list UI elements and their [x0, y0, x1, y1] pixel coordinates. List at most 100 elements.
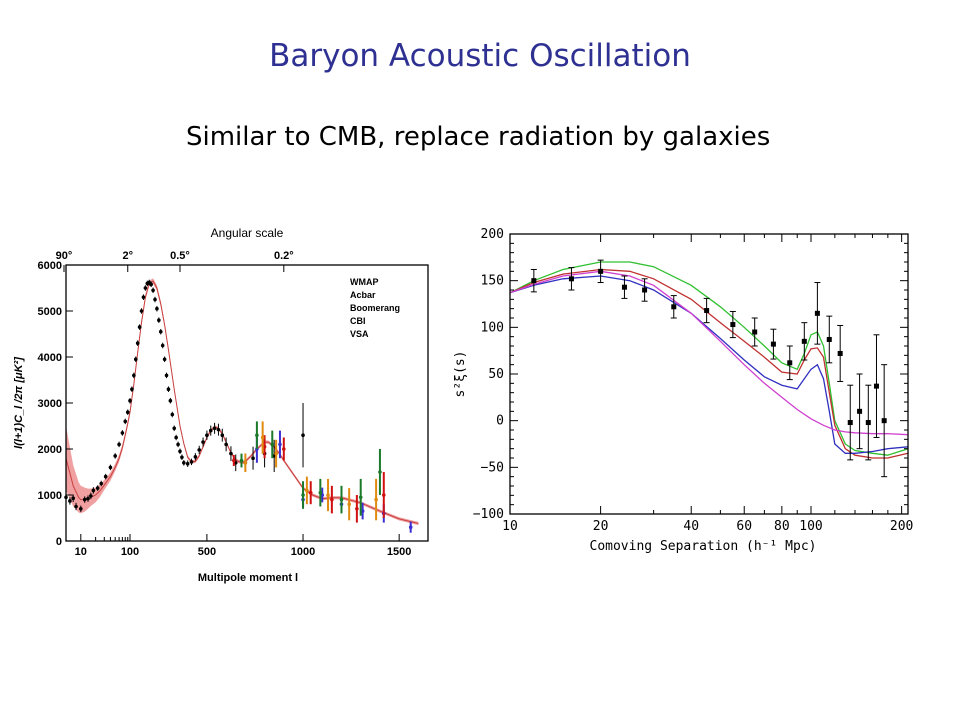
cmb-data-point — [137, 325, 142, 329]
cmb-data-point — [239, 458, 244, 463]
cmb-data-point — [360, 509, 365, 513]
cmb-data-point — [251, 456, 255, 460]
cmb-legend-entry: Boomerang — [350, 303, 400, 313]
bao-x-tick-label: 20 — [593, 519, 609, 534]
cmb-top-tick-label: 2° — [122, 250, 133, 262]
cmb-data-point — [143, 286, 148, 290]
cmb-axis-ticks: 10 100 500 1000 1500 0 1000 2000 3000 4000 5000 600… — [38, 250, 412, 558]
cmb-data-point — [330, 497, 334, 502]
cmb-data-point — [162, 357, 167, 362]
cmb-data-point — [153, 297, 157, 302]
bao-data-point — [730, 322, 736, 328]
cmb-data-point — [123, 419, 128, 424]
bao-x-tick-label: 200 — [890, 519, 913, 534]
cmb-data-point — [358, 495, 363, 500]
bao-model-curve — [509, 261, 909, 456]
bao-plot-frame — [509, 233, 909, 515]
bao-data-point — [704, 308, 710, 314]
cmb-data-point — [278, 442, 282, 447]
cmb-data-point — [130, 387, 134, 391]
cmb-data-point — [117, 442, 121, 447]
bao-axis-ticks: 10 20 40 60 80 100 200 −100 −50 0 50 100 150 200 — [473, 227, 914, 534]
cmb-data-point — [185, 461, 190, 466]
cmb-x-tick-label: 1000 — [291, 546, 315, 558]
bao-model-curve — [509, 268, 909, 459]
cmb-data-point — [133, 357, 138, 362]
cmb-data-point — [243, 461, 248, 465]
cmb-data-point — [108, 465, 113, 470]
cmb-data-point — [260, 435, 265, 440]
cmb-data-point — [408, 525, 413, 529]
cmb-data-point — [128, 398, 132, 403]
cmb-model-band-area — [66, 278, 419, 526]
cmb-power-spectrum-chart: 10 100 500 1000 1500 0 1000 2000 3000 4000 5000 600… — [13, 226, 429, 584]
cmb-data-point — [182, 461, 186, 465]
bao-y-tick-label: −100 — [473, 507, 504, 522]
cmb-y-tick-label: 0 — [56, 536, 62, 548]
cmb-y-tick-label: 4000 — [38, 352, 62, 364]
cmb-data-points — [64, 279, 413, 533]
bao-data-point — [801, 338, 807, 344]
cmb-data-point — [103, 474, 108, 479]
bao-y-tick-label: 50 — [488, 367, 504, 382]
bao-data-point — [847, 420, 853, 426]
cmb-data-point — [125, 410, 130, 414]
cmb-data-point — [79, 507, 83, 511]
cmb-legend-entry: Acbar — [350, 290, 376, 300]
cmb-data-point — [355, 507, 359, 511]
bao-model-curve — [509, 270, 909, 436]
cmb-data-point — [155, 306, 159, 311]
cmb-data-point — [160, 343, 165, 348]
bao-data-point — [598, 268, 604, 274]
cmb-legend-entry: WMAP — [350, 277, 379, 287]
cmb-data-point — [262, 444, 267, 449]
cmb-x-axis-label: Multipole moment l — [198, 572, 298, 584]
bao-data-point — [814, 310, 820, 316]
cmb-x-tick-label: 500 — [198, 546, 216, 558]
cmb-data-point — [224, 442, 228, 447]
bao-x-tick-label: 10 — [502, 519, 518, 534]
cmb-data-point — [318, 490, 323, 495]
cmb-data-point — [270, 442, 275, 447]
bao-model-lines — [509, 261, 909, 459]
cmb-data-point — [174, 435, 178, 440]
bao-x-tick-label: 40 — [683, 519, 699, 534]
cmb-data-point — [282, 447, 286, 451]
cmb-top-tick-label: 0.2° — [274, 250, 294, 262]
cmb-data-point — [301, 433, 305, 437]
cmb-data-point — [305, 488, 309, 493]
bao-data-points — [530, 259, 888, 478]
cmb-data-point — [74, 504, 78, 509]
bao-data-point — [857, 408, 863, 414]
bao-data-point — [826, 336, 832, 342]
bao-data-point — [531, 278, 537, 284]
cmb-data-point — [308, 490, 313, 495]
cmb-data-point — [232, 458, 236, 463]
bao-correlation-chart: 10 20 40 60 80 100 200 −100 −50 0 50 100 150 200 Como… — [453, 227, 914, 554]
cmb-data-point — [193, 455, 198, 459]
cmb-data-point — [99, 481, 104, 486]
cmb-top-tick-label: 0.5° — [170, 250, 190, 262]
bao-y-tick-label: 0 — [496, 414, 504, 429]
cmb-data-point — [151, 288, 155, 293]
cmb-data-point — [157, 318, 161, 322]
cmb-data-point — [274, 451, 278, 456]
cmb-data-point — [208, 428, 213, 433]
bao-x-tick-label: 100 — [799, 519, 822, 534]
bao-data-point — [787, 360, 793, 366]
cmb-data-point — [68, 499, 72, 503]
cmb-x-tick-label: 1500 — [387, 546, 411, 558]
cmb-data-point — [255, 433, 259, 437]
bao-data-point — [568, 276, 574, 282]
cmb-data-point — [89, 494, 93, 498]
bao-model-curve — [509, 275, 909, 454]
cmb-data-point — [212, 426, 217, 431]
cmb-data-point — [374, 497, 378, 502]
cmb-data-point — [164, 373, 169, 378]
cmb-data-point — [301, 493, 305, 497]
bao-x-tick-label: 60 — [736, 519, 752, 534]
bao-data-point — [621, 284, 627, 290]
bao-data-point — [837, 350, 843, 356]
cmb-data-point — [135, 341, 140, 345]
cmb-x-tick-label: 10 — [75, 546, 87, 558]
